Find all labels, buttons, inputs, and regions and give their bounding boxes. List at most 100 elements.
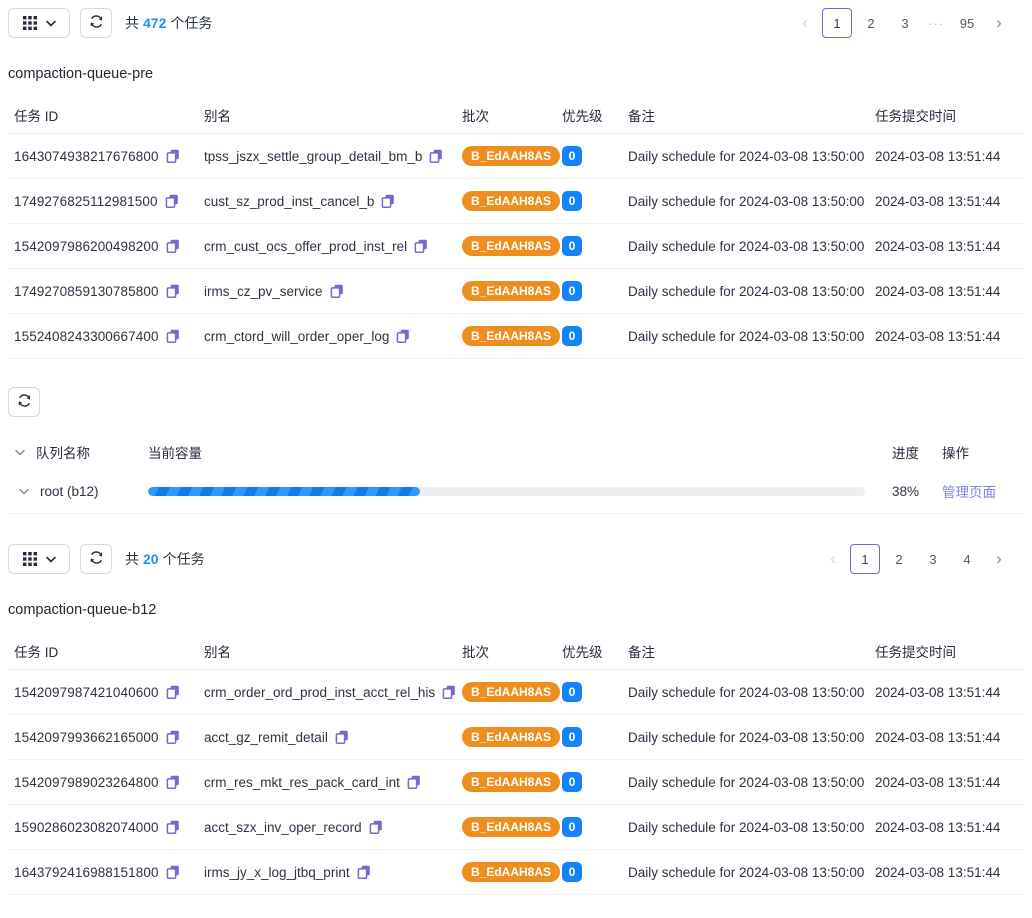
priority-badge: 0 xyxy=(562,236,582,256)
priority-badge: 0 xyxy=(562,682,582,702)
col-header-progress: 进度 xyxy=(892,446,919,461)
prev-page-icon[interactable]: ‹ xyxy=(830,549,836,568)
page-button-1[interactable]: 1 xyxy=(822,8,852,38)
page-button-1[interactable]: 1 xyxy=(850,544,880,574)
table-header-row: 任务 ID 别名 批次 优先级 备注 任务提交时间 xyxy=(8,96,1024,134)
queue-row-root: root (b12) 38% 管理页面 xyxy=(8,469,1024,514)
task-remark: Daily schedule for 2024-03-08 13:50:00 xyxy=(628,864,865,880)
count-prefix: 共 xyxy=(125,15,139,31)
col-header-submit-time: 任务提交时间 xyxy=(875,108,956,124)
queue-name: root (b12) xyxy=(40,483,99,499)
pagination-bottom: ‹ 1 2 3 4 › xyxy=(820,544,1032,574)
next-page-icon[interactable]: › xyxy=(996,549,1002,568)
task-remark: Daily schedule for 2024-03-08 13:50:00 xyxy=(628,819,865,835)
task-table-pre: 任务 ID 别名 批次 优先级 备注 任务提交时间 16430749382176… xyxy=(8,96,1024,359)
pagination-top: ‹ 1 2 3 ··· 95 › xyxy=(792,8,1032,38)
copy-icon[interactable] xyxy=(166,685,180,699)
submit-time: 2024-03-08 13:51:44 xyxy=(875,328,1001,344)
next-page-icon[interactable]: › xyxy=(996,13,1002,32)
task-alias: crm_cust_ocs_offer_prod_inst_rel xyxy=(204,238,408,254)
table-row: 1643792416988151800 irms_jy_x_log_jtbq_p… xyxy=(8,850,1024,895)
chevron-down-icon xyxy=(45,17,57,29)
chevron-down-icon xyxy=(45,553,57,565)
page-button-2[interactable]: 2 xyxy=(895,551,903,567)
copy-icon[interactable] xyxy=(166,284,180,298)
page-button-2[interactable]: 2 xyxy=(867,15,875,31)
copy-icon[interactable] xyxy=(166,820,180,834)
queue-title-pre: compaction-queue-pre xyxy=(8,66,154,82)
copy-icon[interactable] xyxy=(357,865,371,879)
refresh-button[interactable] xyxy=(80,8,112,38)
page-button-3[interactable]: 3 xyxy=(901,15,909,31)
batch-badge: B_EdAAH8AS xyxy=(462,280,561,302)
copy-icon[interactable] xyxy=(381,194,395,208)
view-switcher-button[interactable] xyxy=(8,544,70,574)
copy-icon[interactable] xyxy=(166,149,180,163)
copy-icon[interactable] xyxy=(429,149,443,163)
refresh-button[interactable] xyxy=(80,544,112,574)
task-alias: crm_ctord_will_order_oper_log xyxy=(204,328,390,344)
page-ellipsis[interactable]: ··· xyxy=(928,15,944,31)
task-remark: Daily schedule for 2024-03-08 13:50:00 xyxy=(628,729,865,745)
count-suffix: 个任务 xyxy=(162,551,205,567)
expand-chevron-down-icon[interactable] xyxy=(18,485,30,497)
col-header-task-id: 任务 ID xyxy=(14,108,59,124)
collapse-all-chevron-down-icon[interactable] xyxy=(14,446,26,458)
batch-badge: B_EdAAH8AS xyxy=(462,771,561,793)
copy-icon[interactable] xyxy=(166,865,180,879)
task-id: 1643074938217676800 xyxy=(14,148,159,164)
manage-page-link[interactable]: 管理页面 xyxy=(942,485,996,500)
copy-icon[interactable] xyxy=(330,284,344,298)
toolbar-bottom: 共 20 个任务 ‹ 1 2 3 4 › xyxy=(0,536,1032,582)
page-button-3[interactable]: 3 xyxy=(929,551,937,567)
task-id: 1552408243300667400 xyxy=(14,328,159,344)
task-alias: irms_cz_pv_service xyxy=(204,283,323,299)
priority-badge: 0 xyxy=(562,146,582,166)
table-row: 1542097993662165000 acct_gz_remit_detail… xyxy=(8,715,1024,760)
capacity-progress-track xyxy=(148,486,865,496)
priority-badge: 0 xyxy=(562,727,582,747)
count-prefix: 共 xyxy=(125,551,139,567)
table-row: 1749276825112981500 cust_sz_prod_inst_ca… xyxy=(8,179,1024,224)
table-header-row: 任务 ID 别名 批次 优先级 备注 任务提交时间 xyxy=(8,632,1024,670)
task-remark: Daily schedule for 2024-03-08 13:50:00 xyxy=(628,193,865,209)
page-button-95[interactable]: 95 xyxy=(959,15,975,31)
copy-icon[interactable] xyxy=(369,820,383,834)
task-alias: crm_res_mkt_res_pack_card_int xyxy=(204,774,400,790)
count-value: 20 xyxy=(143,551,159,567)
submit-time: 2024-03-08 13:51:44 xyxy=(875,864,1001,880)
col-header-remark: 备注 xyxy=(628,644,655,660)
copy-icon[interactable] xyxy=(442,685,456,699)
page-button-4[interactable]: 4 xyxy=(963,551,971,567)
queue-header-row: 队列名称 当前容量 进度 操作 xyxy=(8,435,1024,469)
copy-icon[interactable] xyxy=(166,329,180,343)
col-header-task-id: 任务 ID xyxy=(14,644,59,660)
prev-page-icon[interactable]: ‹ xyxy=(802,13,808,32)
table-row: 1749270859130785800 irms_cz_pv_service B… xyxy=(8,269,1024,314)
table-row: 1590286023082074000 acct_szx_inv_oper_re… xyxy=(8,805,1024,850)
col-header-batch: 批次 xyxy=(462,644,489,660)
priority-badge: 0 xyxy=(562,191,582,211)
copy-icon[interactable] xyxy=(414,239,428,253)
sync-icon xyxy=(89,550,104,568)
submit-time: 2024-03-08 13:51:44 xyxy=(875,238,1001,254)
grid-icon xyxy=(22,551,38,567)
task-alias: cust_sz_prod_inst_cancel_b xyxy=(204,193,375,209)
view-switcher-button[interactable] xyxy=(8,8,70,38)
queue-refresh-button[interactable] xyxy=(8,387,40,417)
copy-icon[interactable] xyxy=(407,775,421,789)
submit-time: 2024-03-08 13:51:44 xyxy=(875,819,1001,835)
copy-icon[interactable] xyxy=(165,194,179,208)
copy-icon[interactable] xyxy=(396,329,410,343)
batch-badge: B_EdAAH8AS xyxy=(462,190,561,212)
copy-icon[interactable] xyxy=(166,239,180,253)
task-id: 1749270859130785800 xyxy=(14,283,159,299)
col-header-alias: 别名 xyxy=(204,644,231,660)
col-header-action: 操作 xyxy=(942,446,969,461)
queue-title-b12: compaction-queue-b12 xyxy=(8,602,157,618)
batch-badge: B_EdAAH8AS xyxy=(462,726,561,748)
copy-icon[interactable] xyxy=(335,730,349,744)
batch-badge: B_EdAAH8AS xyxy=(462,816,561,838)
copy-icon[interactable] xyxy=(166,730,180,744)
copy-icon[interactable] xyxy=(166,775,180,789)
